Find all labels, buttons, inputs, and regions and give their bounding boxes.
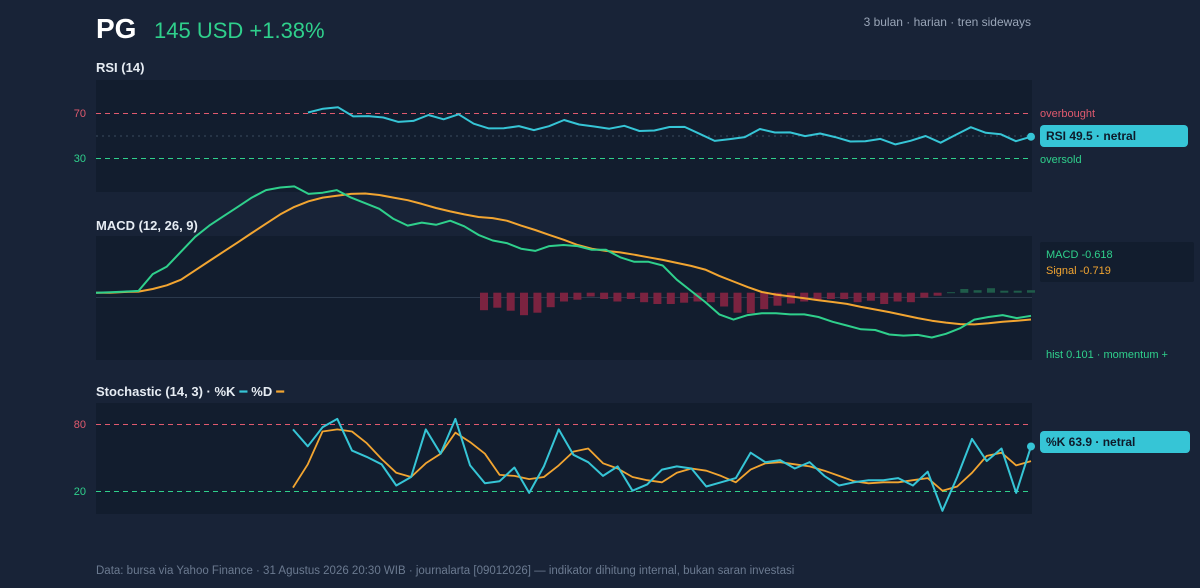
macd-hist-bar [866, 292, 875, 301]
macd-hist-bar [880, 292, 889, 304]
macd-hist-bar [666, 292, 675, 304]
macd-hist-bar [1027, 290, 1035, 293]
stoch-d-line [292, 428, 1032, 492]
macd-hist-bar [973, 290, 982, 293]
macd-hist-bar [947, 292, 955, 294]
macd-hist-bar [653, 292, 662, 304]
macd-hist-bar [960, 289, 969, 293]
macd-hist-bar [1013, 290, 1022, 293]
rsi-tick-30: 30 [74, 153, 86, 165]
price-change: 145 USD +1.38% [154, 18, 325, 43]
d-legend-label: %D [251, 384, 272, 399]
overbought-label: overbought [1040, 108, 1095, 120]
stochastic-title-text: Stochastic (14, 3) · %K [96, 384, 236, 399]
macd-line [95, 185, 1032, 339]
k-last-point [1027, 442, 1035, 451]
signal-line [96, 192, 1032, 326]
rsi-badge [1040, 125, 1188, 147]
macd-hist-bar [813, 292, 822, 301]
stoch-tick-20: 20 [74, 486, 86, 498]
macd-hist-bar [906, 292, 915, 303]
macd-legend-box [1040, 242, 1194, 282]
macd-hist-bar [987, 288, 995, 293]
macd-hist-bar [640, 292, 649, 303]
macd-hist-bar [746, 292, 755, 314]
rsi-badge-label: RSI 49.5 · netral [1046, 129, 1136, 143]
stoch-k-line [292, 417, 1032, 512]
oversold-label: oversold [1040, 154, 1082, 166]
macd-hist-bar [480, 292, 488, 311]
chart-subtitle: 3 bulan · harian · tren sideways [864, 15, 1031, 29]
rsi-last-point [1027, 132, 1035, 141]
macd-hist-bar [840, 292, 849, 299]
macd-hist-bar [626, 292, 635, 299]
rsi-title: RSI (14) [96, 60, 144, 75]
macd-hist-bar [520, 292, 528, 316]
rsi-tick-70: 70 [74, 108, 86, 120]
macd-hist-bar [1000, 290, 1009, 293]
macd-hist-bar [920, 292, 929, 298]
ticker-symbol: PG [96, 13, 136, 44]
macd-hist-bar [733, 292, 742, 313]
macd-hist-bar [706, 292, 715, 303]
macd-hist-bar [933, 292, 942, 296]
macd-hist-bar [786, 292, 795, 304]
d-legend-swatch: ━ [275, 384, 284, 399]
macd-hist-bar [506, 292, 515, 311]
macd-hist-bar [493, 292, 502, 308]
macd-hist-bar [546, 292, 555, 308]
macd-hist-bar [586, 292, 595, 297]
macd-hist-bar [800, 292, 809, 302]
stoch-badge-label: %K 63.9 · netral [1046, 435, 1135, 449]
macd-hist-bar [826, 292, 835, 299]
macd-hist-bar [573, 292, 582, 300]
macd-hist-bar [853, 292, 862, 303]
rsi-line [307, 106, 1032, 146]
hist-value: hist 0.101 · momentum + [1046, 349, 1168, 361]
macd-hist-bar [600, 292, 609, 299]
macd-hist-bar [533, 292, 542, 313]
macd-title: MACD (12, 26, 9) [96, 218, 198, 233]
stochastic-title: Stochastic (14, 3) · %K ━ %D ━ [96, 384, 284, 399]
macd-hist-bar [893, 292, 902, 302]
stochastic-panel [96, 403, 1032, 514]
stoch-tick-80: 80 [74, 419, 86, 431]
signal-value: Signal -0.719 [1046, 265, 1111, 277]
macd-hist-bar [720, 292, 729, 307]
stoch-badge [1040, 431, 1190, 453]
macd-hist-bar [680, 292, 689, 303]
macd-hist-bar [613, 292, 622, 302]
macd-hist-bar [773, 292, 782, 306]
macd-value: MACD -0.618 [1046, 249, 1113, 261]
k-legend-swatch: ━ [238, 384, 247, 399]
macd-hist-bar [560, 292, 568, 302]
footer-note: Data: bursa via Yahoo Finance · 31 Agust… [96, 565, 794, 577]
macd-hist-bar [760, 292, 769, 310]
